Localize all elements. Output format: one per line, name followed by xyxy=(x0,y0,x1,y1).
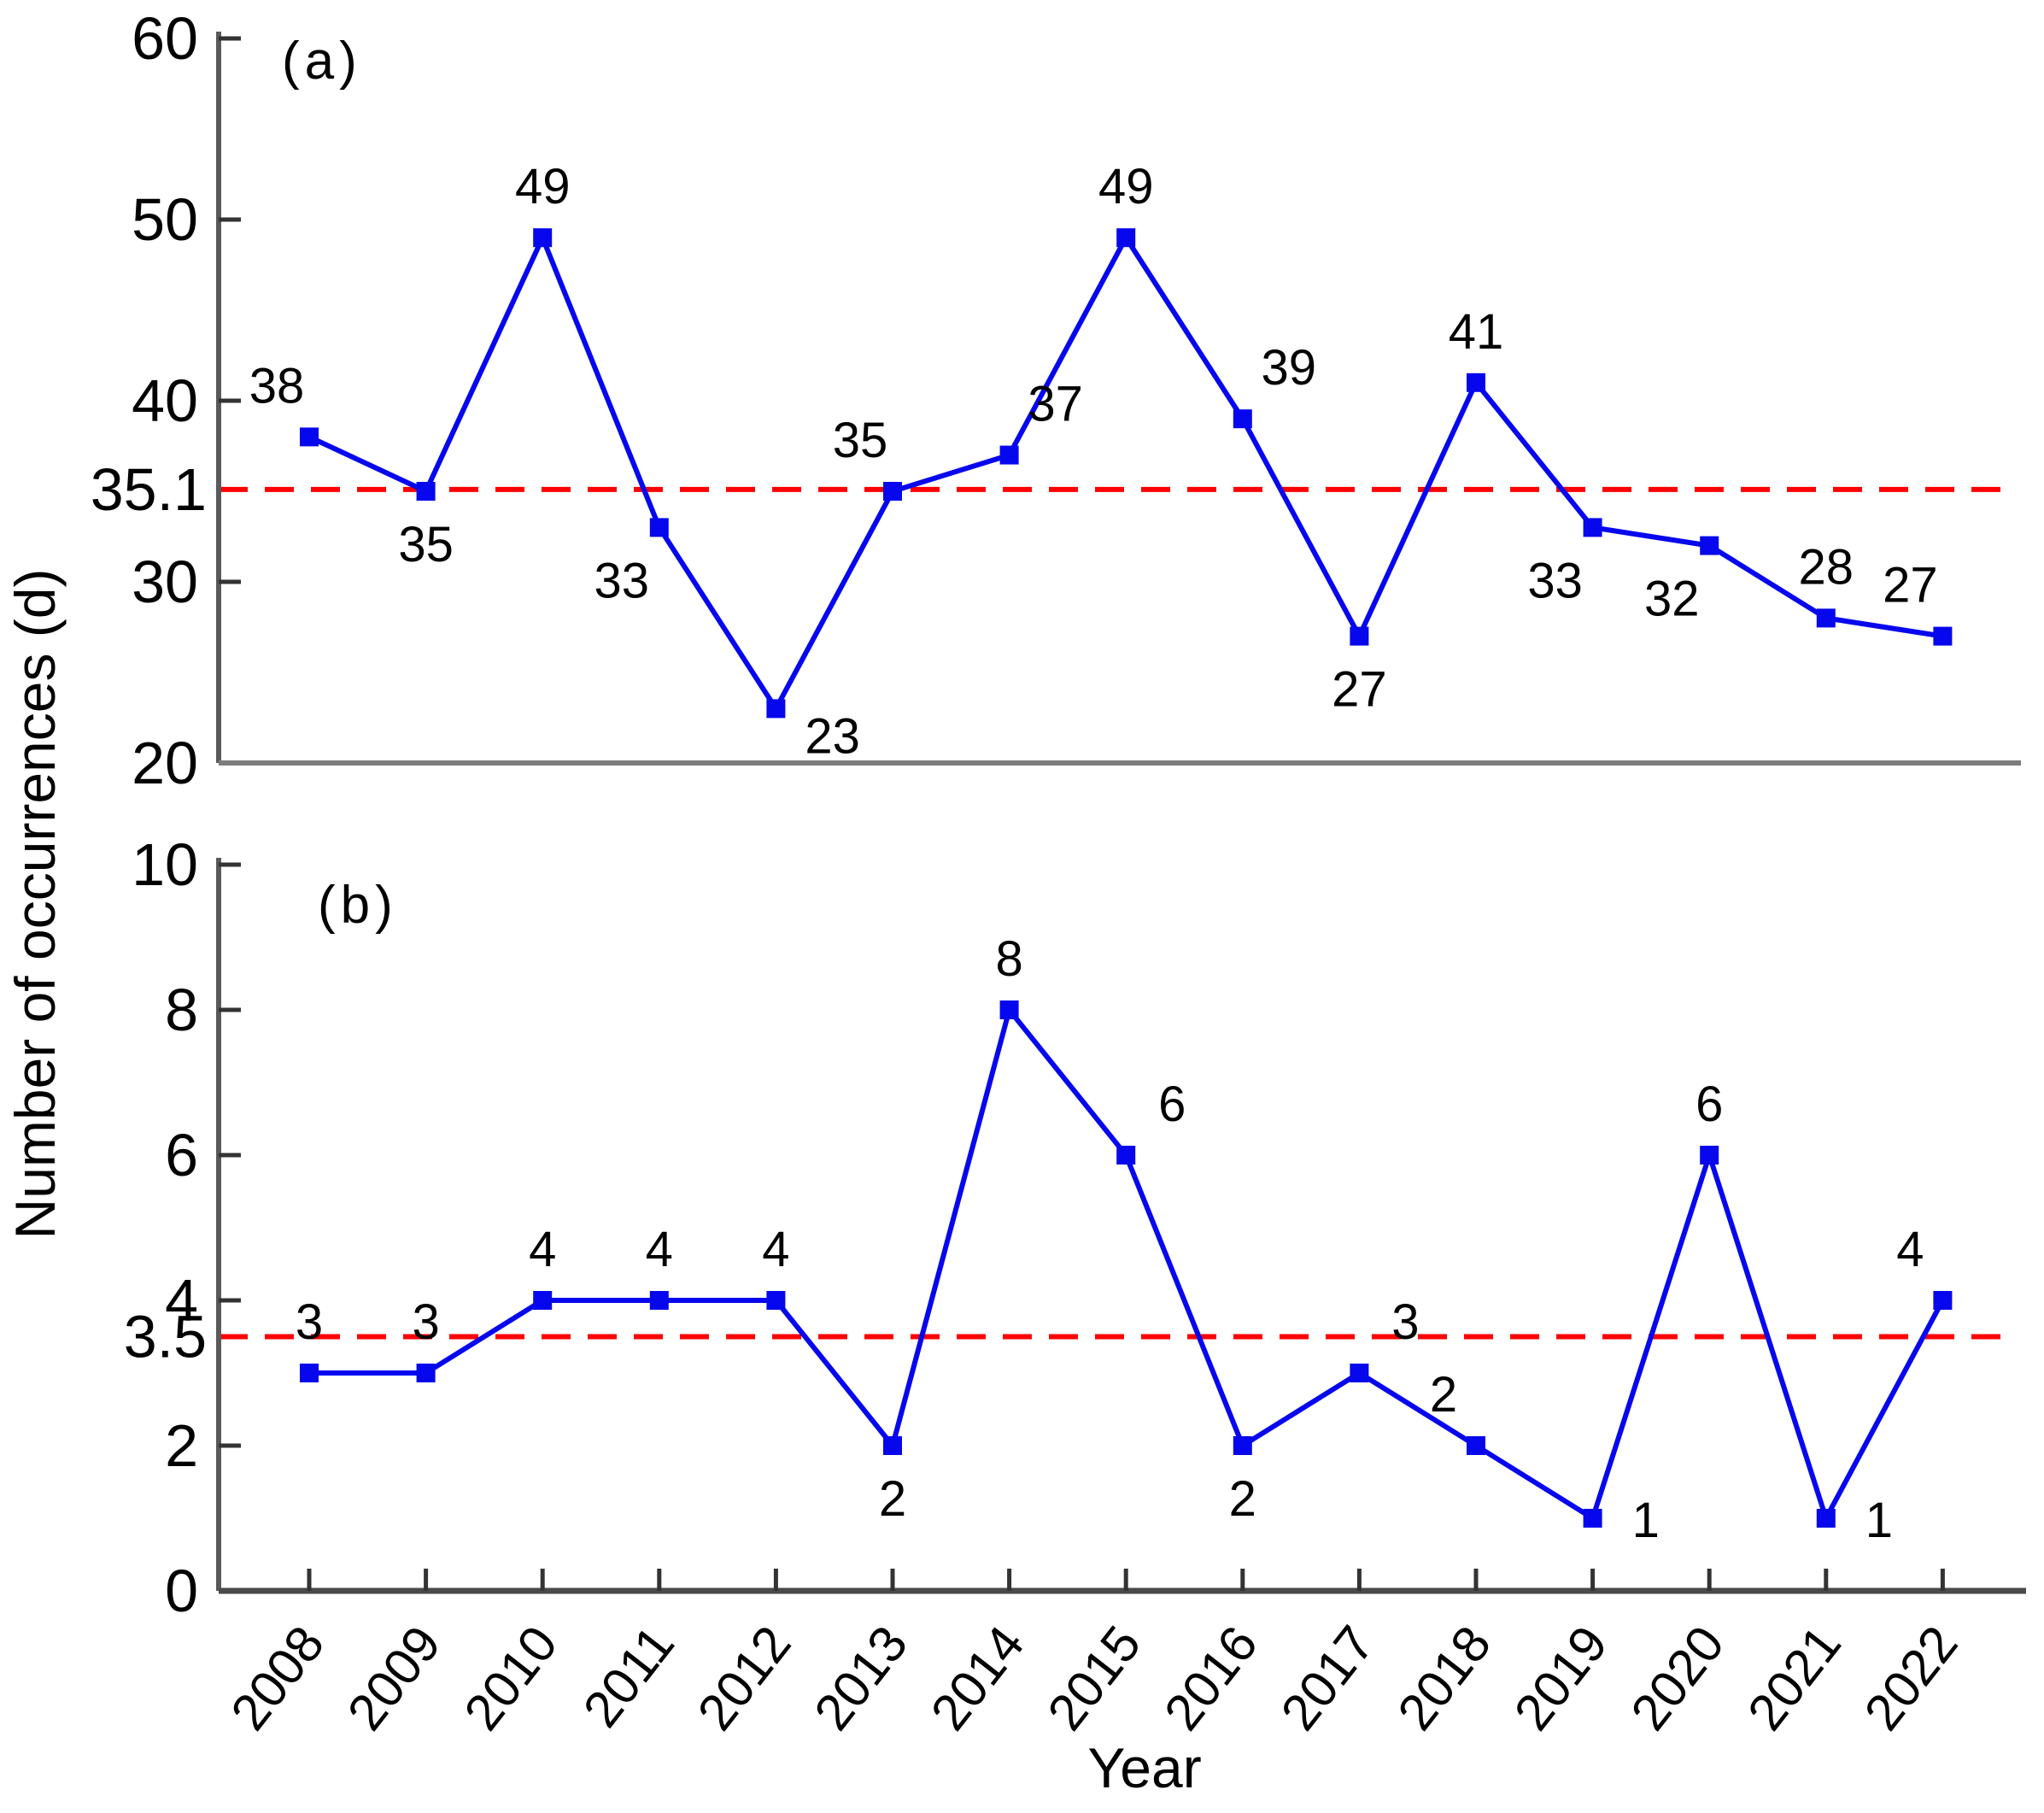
data-marker-(a) xyxy=(1933,626,1953,646)
x-tick-label: 2021 xyxy=(1737,1616,1852,1740)
data-label-(a): 37 xyxy=(1028,377,1083,432)
data-marker-(a) xyxy=(300,427,319,447)
data-label-(b): 4 xyxy=(1896,1222,1924,1277)
x-tick-label: 2018 xyxy=(1386,1616,1502,1740)
data-label-(a): 49 xyxy=(1098,159,1154,214)
data-marker-(a) xyxy=(1233,409,1252,429)
data-marker-(b) xyxy=(1233,1436,1252,1455)
data-marker-(b) xyxy=(1350,1364,1369,1382)
mean-line-label-(b): 3.5 xyxy=(124,1304,207,1370)
data-marker-(a) xyxy=(1116,228,1136,248)
x-tick-label: 2019 xyxy=(1503,1616,1619,1740)
y-tick-label-(a): 30 xyxy=(132,549,198,615)
x-tick-label: 2011 xyxy=(572,1616,685,1738)
x-tick-label: 2017 xyxy=(1270,1616,1385,1740)
mean-line-label-(a): 35.1 xyxy=(91,456,207,523)
y-tick-label-(b): 0 xyxy=(165,1558,198,1624)
data-marker-(b) xyxy=(1816,1509,1836,1528)
data-label-(b): 3 xyxy=(412,1294,439,1350)
shared-y-axis-title: Number of occurrences (d) xyxy=(3,569,67,1240)
data-label-(a): 49 xyxy=(515,159,571,214)
data-label-(a): 41 xyxy=(1449,304,1504,360)
panel-tag-(b): (b) xyxy=(318,876,398,935)
data-label-(b): 4 xyxy=(762,1222,789,1277)
y-tick-label-(a): 20 xyxy=(132,730,198,796)
x-tick-label: 2010 xyxy=(453,1616,568,1740)
data-label-(a): 35 xyxy=(398,517,454,572)
y-tick-label-(b): 2 xyxy=(165,1412,198,1479)
data-label-(b): 1 xyxy=(1865,1493,1893,1548)
x-tick-label: 2016 xyxy=(1153,1616,1268,1740)
data-marker-(a) xyxy=(649,518,669,537)
y-tick-label-(a): 40 xyxy=(132,367,198,434)
data-marker-(b) xyxy=(533,1291,553,1310)
data-label-(b): 4 xyxy=(646,1222,673,1277)
data-marker-(a) xyxy=(533,228,553,248)
data-label-(a): 27 xyxy=(1883,558,1938,613)
data-label-(b): 4 xyxy=(529,1222,556,1277)
data-label-(b): 1 xyxy=(1632,1493,1660,1548)
y-tick-label-(b): 6 xyxy=(165,1122,198,1188)
data-label-(a): 38 xyxy=(249,358,305,414)
y-tick-label-(b): 10 xyxy=(132,831,198,898)
data-marker-(a) xyxy=(883,482,902,501)
x-tick-label: 2013 xyxy=(803,1616,918,1740)
data-label-(a): 39 xyxy=(1262,340,1317,396)
data-label-(a): 32 xyxy=(1644,572,1700,627)
data-label-(b): 2 xyxy=(1430,1367,1457,1423)
data-marker-(a) xyxy=(1350,626,1369,646)
data-marker-(b) xyxy=(1933,1291,1953,1310)
y-tick-label-(a): 50 xyxy=(132,186,198,253)
y-tick-label-(a): 60 xyxy=(132,5,198,72)
data-marker-(a) xyxy=(1816,608,1836,628)
data-marker-(a) xyxy=(416,482,436,501)
data-marker-(b) xyxy=(1700,1146,1719,1165)
data-marker-(b) xyxy=(1116,1146,1136,1165)
data-label-(b): 6 xyxy=(1158,1077,1186,1132)
data-label-(b): 8 xyxy=(995,931,1022,987)
x-tick-label: 2022 xyxy=(1854,1616,1969,1740)
data-label-(a): 35 xyxy=(833,413,888,468)
y-tick-label-(b): 4 xyxy=(165,1267,198,1334)
data-marker-(a) xyxy=(766,699,786,719)
panel-tag-(a): (a) xyxy=(282,32,362,91)
x-tick-label: 2012 xyxy=(687,1616,802,1740)
data-label-(b): 2 xyxy=(1229,1471,1256,1527)
data-label-(b): 3 xyxy=(296,1294,323,1350)
data-marker-(b) xyxy=(300,1364,319,1382)
data-marker-(b) xyxy=(883,1436,902,1455)
series-line-(a) xyxy=(307,231,1943,714)
x-tick-label: 2008 xyxy=(220,1616,335,1740)
data-marker-(a) xyxy=(1583,518,1602,537)
data-marker-(a) xyxy=(1700,536,1719,555)
data-label-(a): 28 xyxy=(1799,539,1854,595)
x-tick-label: 2020 xyxy=(1619,1616,1735,1740)
data-label-(a): 23 xyxy=(805,708,860,764)
data-label-(a): 27 xyxy=(1332,662,1387,718)
data-marker-(b) xyxy=(649,1291,669,1310)
x-tick-label: 2014 xyxy=(920,1616,1035,1740)
data-marker-(b) xyxy=(1583,1509,1602,1528)
data-marker-(b) xyxy=(416,1364,436,1382)
data-marker-(b) xyxy=(999,1000,1019,1019)
x-tick-label: 2009 xyxy=(337,1616,452,1740)
data-label-(a): 33 xyxy=(1527,553,1583,608)
data-label-(b): 2 xyxy=(879,1471,906,1527)
data-label-(b): 3 xyxy=(1391,1294,1419,1350)
data-label-(a): 33 xyxy=(594,553,650,608)
y-tick-label-(b): 8 xyxy=(165,977,198,1043)
data-marker-(b) xyxy=(1467,1436,1485,1455)
x-tick-label: 2015 xyxy=(1036,1616,1151,1740)
data-marker-(b) xyxy=(766,1291,786,1310)
x-axis-title: Year xyxy=(1087,1736,1201,1799)
data-marker-(a) xyxy=(1467,373,1485,392)
data-marker-(a) xyxy=(999,445,1019,465)
data-label-(b): 6 xyxy=(1696,1077,1723,1132)
